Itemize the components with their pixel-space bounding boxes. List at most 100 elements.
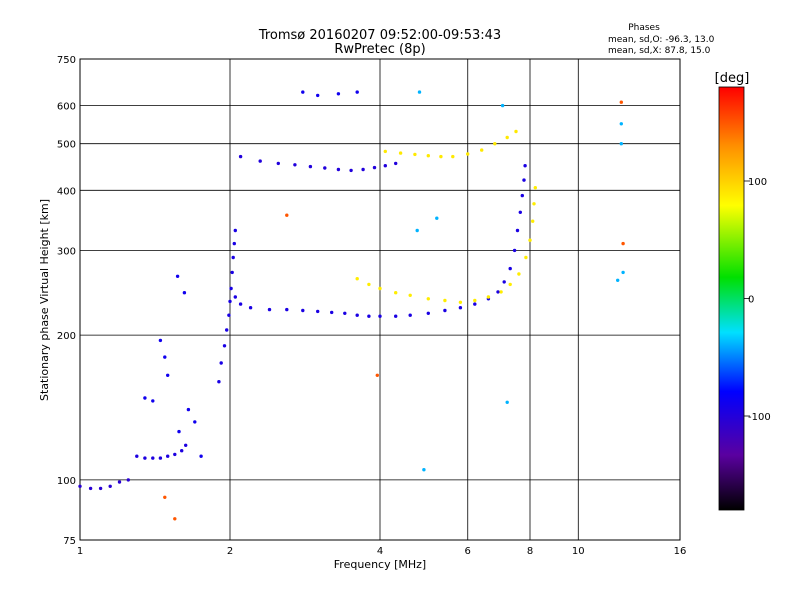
data-point <box>473 298 477 303</box>
data-point <box>135 454 139 458</box>
data-point <box>394 291 398 295</box>
data-point <box>367 314 371 318</box>
data-point <box>336 167 341 172</box>
data-point <box>517 272 521 276</box>
data-point <box>293 163 297 167</box>
data-point <box>163 355 167 359</box>
data-point <box>426 297 430 301</box>
data-point <box>621 241 625 246</box>
data-point <box>408 313 412 317</box>
data-point <box>367 282 371 287</box>
x-tick-labels: 1 2 4 6 8 10 16 <box>77 546 687 557</box>
data-point <box>143 456 147 460</box>
data-point <box>355 313 359 317</box>
data-point <box>458 300 463 304</box>
data-point <box>117 480 122 484</box>
data-point <box>372 165 377 170</box>
data-point <box>520 193 524 198</box>
data-point <box>443 298 447 303</box>
data-point <box>435 216 439 220</box>
x-axis-label: Frequency [MHz] <box>334 558 426 571</box>
y-tick-label: 75 <box>63 536 76 547</box>
data-point <box>233 228 237 233</box>
data-point <box>532 202 536 206</box>
data-point <box>343 311 347 315</box>
colorbar: [deg] 100 0 -100 <box>715 71 771 511</box>
data-point <box>524 255 528 260</box>
data-point <box>323 166 327 170</box>
plot-area: 1 2 4 6 8 10 16 75 100 200 300 400 500 600 750 <box>57 55 686 557</box>
data-point <box>499 290 503 294</box>
data-point <box>316 309 320 314</box>
colorbar-gradient <box>718 86 745 511</box>
data-point <box>398 151 403 155</box>
series-group <box>238 154 398 173</box>
x-tick-label: 10 <box>572 546 585 557</box>
x-tick-label: 2 <box>227 546 233 557</box>
data-point <box>426 154 430 158</box>
data-point <box>422 468 426 472</box>
data-point <box>355 277 359 281</box>
data-point <box>163 495 167 499</box>
data-point <box>383 149 387 154</box>
data-point <box>349 168 353 173</box>
data-point <box>512 248 517 253</box>
data-point <box>232 241 236 246</box>
data-point <box>531 219 535 223</box>
series-group <box>78 478 130 491</box>
data-point <box>486 295 491 299</box>
data-point <box>619 142 623 146</box>
data-point <box>408 293 412 297</box>
data-point <box>514 129 518 134</box>
data-point <box>619 100 623 104</box>
data-point <box>151 456 155 460</box>
data-point <box>480 148 484 152</box>
data-point <box>301 308 305 313</box>
data-point <box>619 122 623 126</box>
data-point <box>267 307 272 312</box>
data-point <box>502 280 506 284</box>
y-tick-label: 300 <box>57 246 76 257</box>
data-point <box>225 328 229 332</box>
x-tick-label: 1 <box>77 546 83 557</box>
data-point <box>394 161 398 166</box>
data-point <box>505 400 509 404</box>
data-point <box>182 291 187 295</box>
data-point <box>258 159 262 163</box>
data-point <box>98 486 103 491</box>
phases-legend-o-mode: mean, sd,O: -96.3, 13.0 <box>608 35 715 45</box>
data-point <box>78 484 82 488</box>
chart-subtitle: RwPretec (8p) <box>334 42 425 57</box>
data-point <box>143 396 147 400</box>
data-point <box>413 152 417 157</box>
x-tick-label: 4 <box>377 546 383 557</box>
y-tick-label: 200 <box>57 331 76 342</box>
data-point <box>227 313 231 317</box>
series-group <box>135 443 188 460</box>
data-point <box>173 452 177 457</box>
phases-legend: Phases mean, sd,O: -96.3, 13.0 mean, sd,… <box>608 23 715 56</box>
series-group <box>415 90 625 472</box>
data-point <box>426 311 430 315</box>
colorbar-ticks: 100 0 -100 <box>744 177 771 423</box>
data-point <box>276 161 280 166</box>
data-point <box>166 454 170 458</box>
data-point <box>439 154 443 159</box>
data-point <box>166 373 170 377</box>
data-point <box>285 307 289 312</box>
data-point <box>500 103 505 108</box>
x-tick-label: 8 <box>527 546 533 557</box>
data-point <box>238 154 243 159</box>
y-tick-label: 750 <box>57 55 76 66</box>
data-point <box>528 238 532 242</box>
series-group <box>217 228 237 384</box>
data-point <box>217 380 221 384</box>
data-point <box>616 278 620 282</box>
data-point <box>515 228 520 233</box>
data-point <box>375 373 379 377</box>
data-point <box>336 92 341 96</box>
phases-legend-x-mode: mean, sd,X: 87.8, 15.0 <box>608 46 711 56</box>
data-point <box>508 282 512 287</box>
data-point <box>177 429 181 434</box>
data-point <box>522 178 526 182</box>
